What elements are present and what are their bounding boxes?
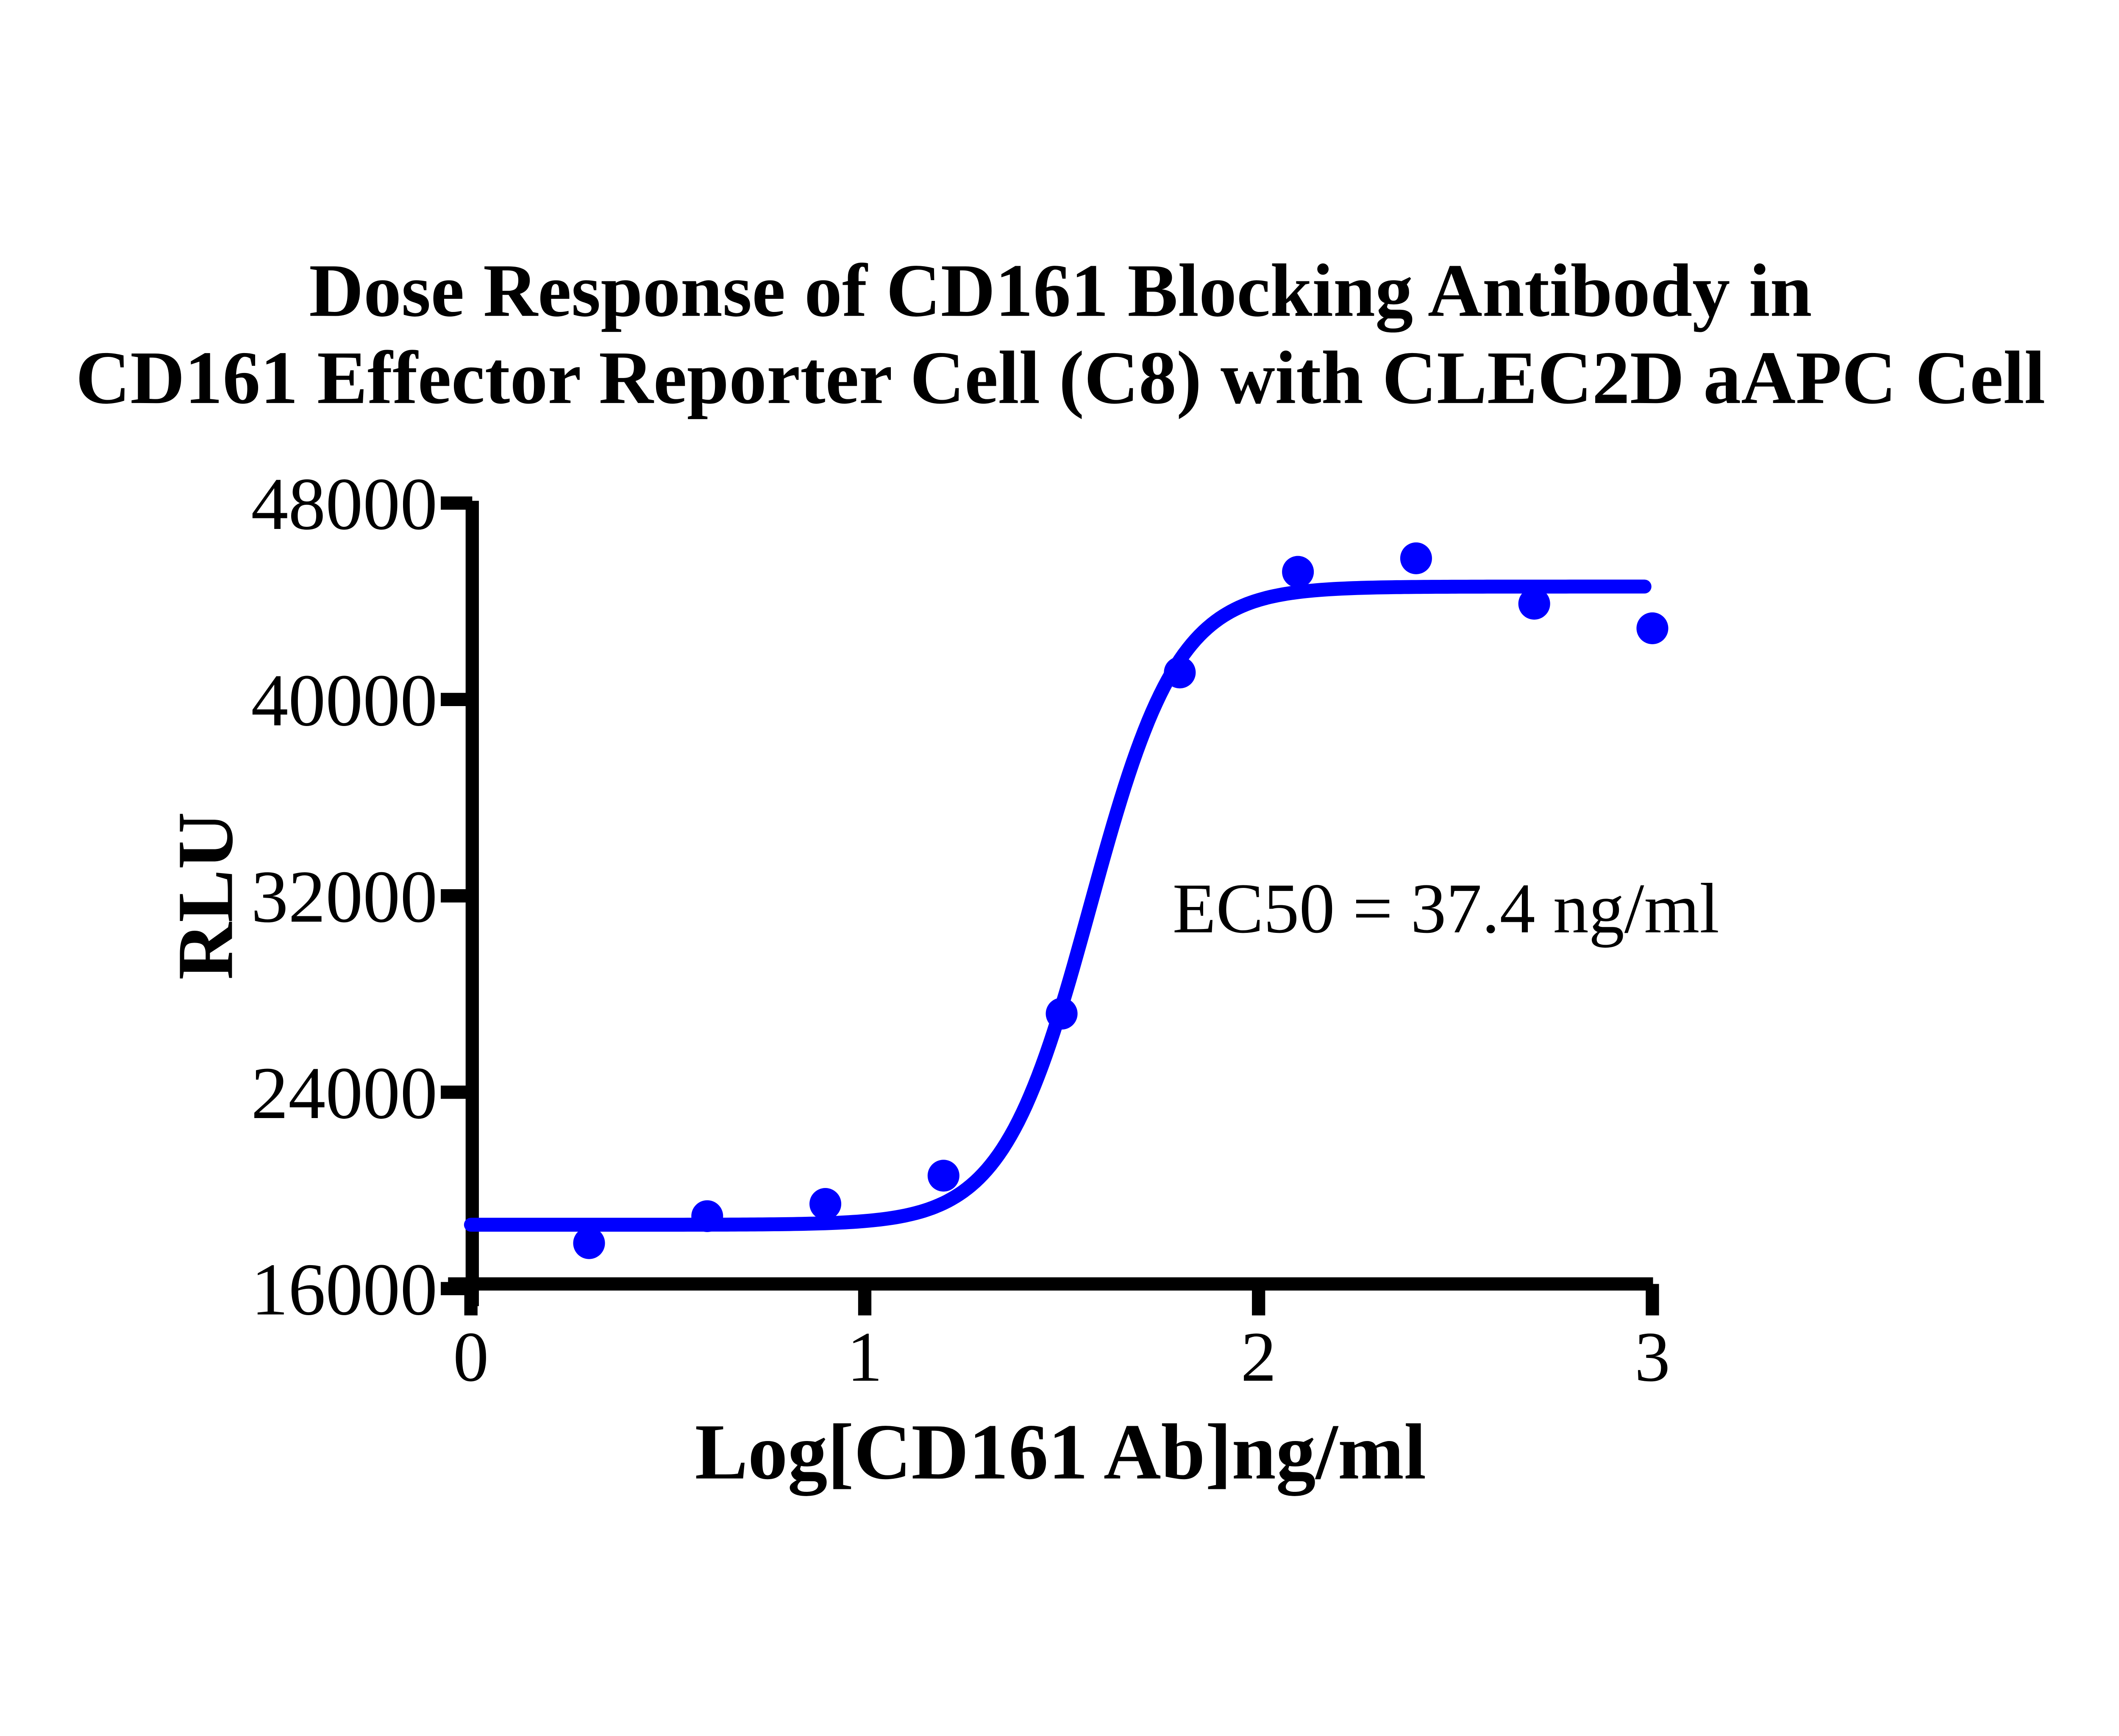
data-point <box>573 1227 605 1259</box>
y-axis-title: RLU <box>161 812 249 980</box>
data-point <box>1518 587 1550 620</box>
x-tick-label: 0 <box>453 1318 489 1397</box>
data-point <box>1636 612 1669 644</box>
axes: 16000 24000 32000 40000 48000 0 1 2 3 <box>251 463 1670 1397</box>
x-tick-label: 2 <box>1241 1318 1276 1397</box>
chart-title-line2: CD161 Effector Reporter Cell (C8) with C… <box>76 336 2046 420</box>
chart-title-line1: Dose Response of CD161 Blocking Antibody… <box>309 248 1812 332</box>
data-point <box>809 1188 842 1220</box>
data-point <box>691 1200 723 1232</box>
x-axis-title: Log[CD161 Ab]ng/ml <box>695 1408 1427 1496</box>
data-point <box>1400 542 1432 574</box>
y-tick-label: 40000 <box>251 659 437 742</box>
x-tick-label: 1 <box>847 1318 882 1397</box>
data-point <box>927 1160 959 1192</box>
x-tick-label: 3 <box>1635 1318 1670 1397</box>
y-tick-label: 32000 <box>251 856 437 938</box>
data-point <box>1164 657 1196 689</box>
data-point <box>1282 556 1314 588</box>
y-tick-label: 48000 <box>251 463 437 545</box>
y-tick-label: 24000 <box>251 1052 437 1135</box>
data-point <box>1046 998 1078 1030</box>
ec50-annotation: EC50 = 37.4 ng/ml <box>1173 869 1719 948</box>
y-tick-label: 16000 <box>251 1248 437 1331</box>
chart-background <box>0 189 2119 1547</box>
plot-area <box>464 542 1669 1259</box>
